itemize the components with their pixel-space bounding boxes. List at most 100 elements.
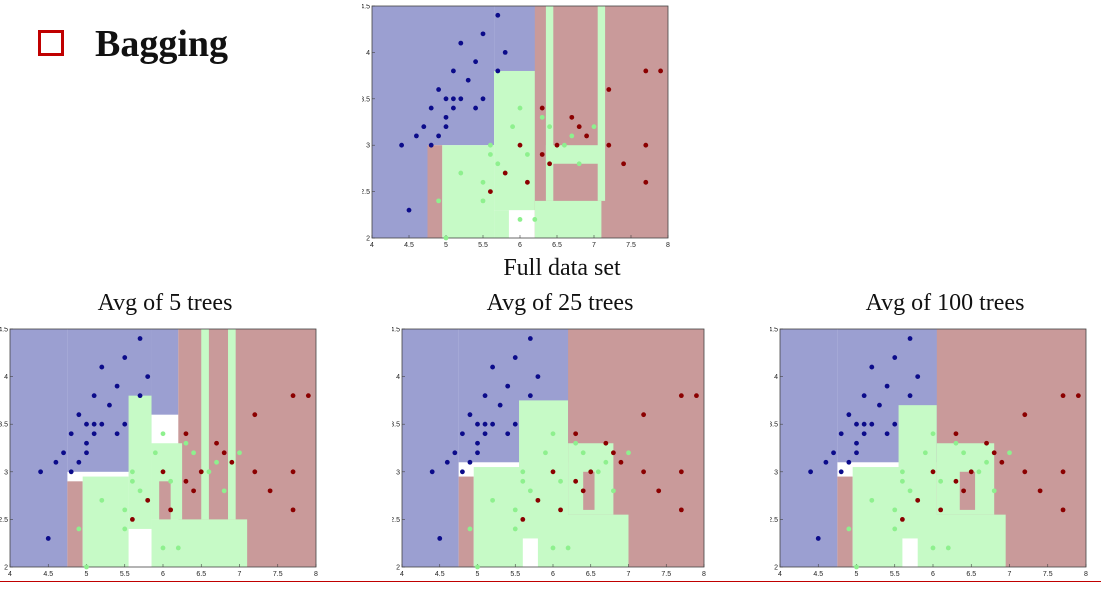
data-point [626, 450, 631, 456]
data-point [915, 497, 921, 503]
data-point [84, 450, 89, 456]
y-tick-label: 3.5 [770, 422, 778, 429]
data-point [554, 142, 560, 148]
data-point [475, 450, 480, 456]
data-point [930, 431, 936, 437]
y-tick-label: 4.5 [362, 4, 370, 11]
data-point [505, 431, 511, 437]
data-point [606, 142, 612, 148]
data-point [539, 152, 545, 157]
data-point [892, 507, 898, 513]
data-point [252, 469, 258, 475]
data-point [160, 469, 166, 475]
data-point [122, 421, 128, 427]
data-point [406, 207, 412, 213]
data-point [573, 478, 579, 484]
data-point [550, 469, 556, 475]
decision-region [537, 514, 629, 567]
data-point [84, 564, 89, 570]
data-point [114, 431, 120, 437]
decision-region [151, 519, 248, 567]
data-point [869, 497, 875, 503]
y-tick-label: 2 [366, 236, 370, 243]
data-point [473, 105, 478, 111]
x-tick-label: 4.5 [435, 571, 445, 577]
data-point [900, 469, 905, 475]
y-tick-label: 4 [774, 374, 778, 381]
data-point [694, 393, 699, 399]
x-tick-label: 7.5 [1043, 571, 1053, 577]
data-point [480, 96, 486, 102]
data-point [482, 393, 488, 399]
data-point [517, 217, 523, 222]
data-point [580, 488, 586, 494]
data-point [588, 469, 594, 475]
data-point [621, 161, 626, 167]
decision-region [597, 6, 606, 201]
data-point [497, 402, 503, 408]
data-point [221, 450, 227, 456]
data-point [145, 374, 151, 379]
x-tick-label: 5.5 [510, 571, 520, 577]
data-point [482, 431, 488, 437]
data-point [473, 59, 478, 65]
slide-title: Bagging [95, 23, 229, 65]
x-tick-label: 6 [931, 571, 935, 577]
data-point [467, 526, 473, 532]
x-tick-label: 5 [855, 571, 859, 577]
data-point [84, 421, 89, 427]
data-point [900, 478, 905, 484]
decision-region [917, 514, 1006, 567]
data-point [130, 469, 135, 475]
data-point [436, 87, 441, 92]
data-point [573, 431, 579, 437]
x-tick-label: 6.5 [586, 571, 596, 577]
data-point [502, 170, 508, 176]
y-tick-label: 2.5 [0, 517, 8, 524]
decision-region [852, 467, 903, 567]
data-point [580, 450, 586, 456]
data-point [99, 364, 105, 370]
data-point [892, 526, 898, 532]
data-point [517, 105, 523, 111]
data-point [458, 40, 464, 46]
data-point [68, 431, 74, 437]
data-point [91, 431, 97, 437]
caption-full-data-set: Full data set [503, 255, 621, 281]
x-tick-label: 8 [1084, 571, 1088, 577]
chart-avg-5-trees: 4 4.5 5 5.5 6 6.5 7 7.5 8 2 2.5 3 3.5 4 4.5 [0, 327, 318, 577]
data-point [495, 12, 501, 18]
data-point [1022, 469, 1028, 475]
x-tick-label: 6.5 [196, 571, 206, 577]
data-point [838, 469, 844, 475]
decision-region [228, 329, 236, 520]
data-point [480, 179, 486, 185]
data-point [460, 431, 465, 437]
data-point [525, 179, 530, 185]
data-point [930, 545, 936, 551]
data-point [861, 431, 867, 437]
data-point [488, 189, 493, 195]
data-point [267, 488, 273, 494]
chart-full-data-set: 4 4.5 5 5.5 6 6.5 7 7.5 8 2 2.5 3 3.5 4 4.5 [362, 4, 670, 248]
y-tick-label: 4 [4, 374, 8, 381]
x-tick-label: 6 [161, 571, 165, 577]
chart-avg-25-trees: 4 4.5 5 5.5 6 6.5 7 7.5 8 2 2.5 3 3.5 4 4.5 [392, 327, 706, 577]
data-point [114, 383, 120, 389]
data-point [532, 217, 538, 222]
data-point [550, 431, 556, 437]
decision-region [402, 329, 459, 567]
data-point [520, 469, 526, 475]
data-point [183, 440, 189, 446]
data-point [565, 545, 571, 551]
x-tick-label: 7 [627, 571, 631, 577]
data-point [539, 105, 545, 111]
data-point [399, 142, 404, 148]
decision-region [458, 476, 474, 567]
x-tick-label: 4 [370, 242, 374, 248]
data-point [854, 450, 859, 456]
data-point [183, 478, 189, 484]
decision-region [494, 70, 539, 211]
y-tick-label: 3 [366, 143, 370, 150]
data-point [846, 459, 852, 465]
